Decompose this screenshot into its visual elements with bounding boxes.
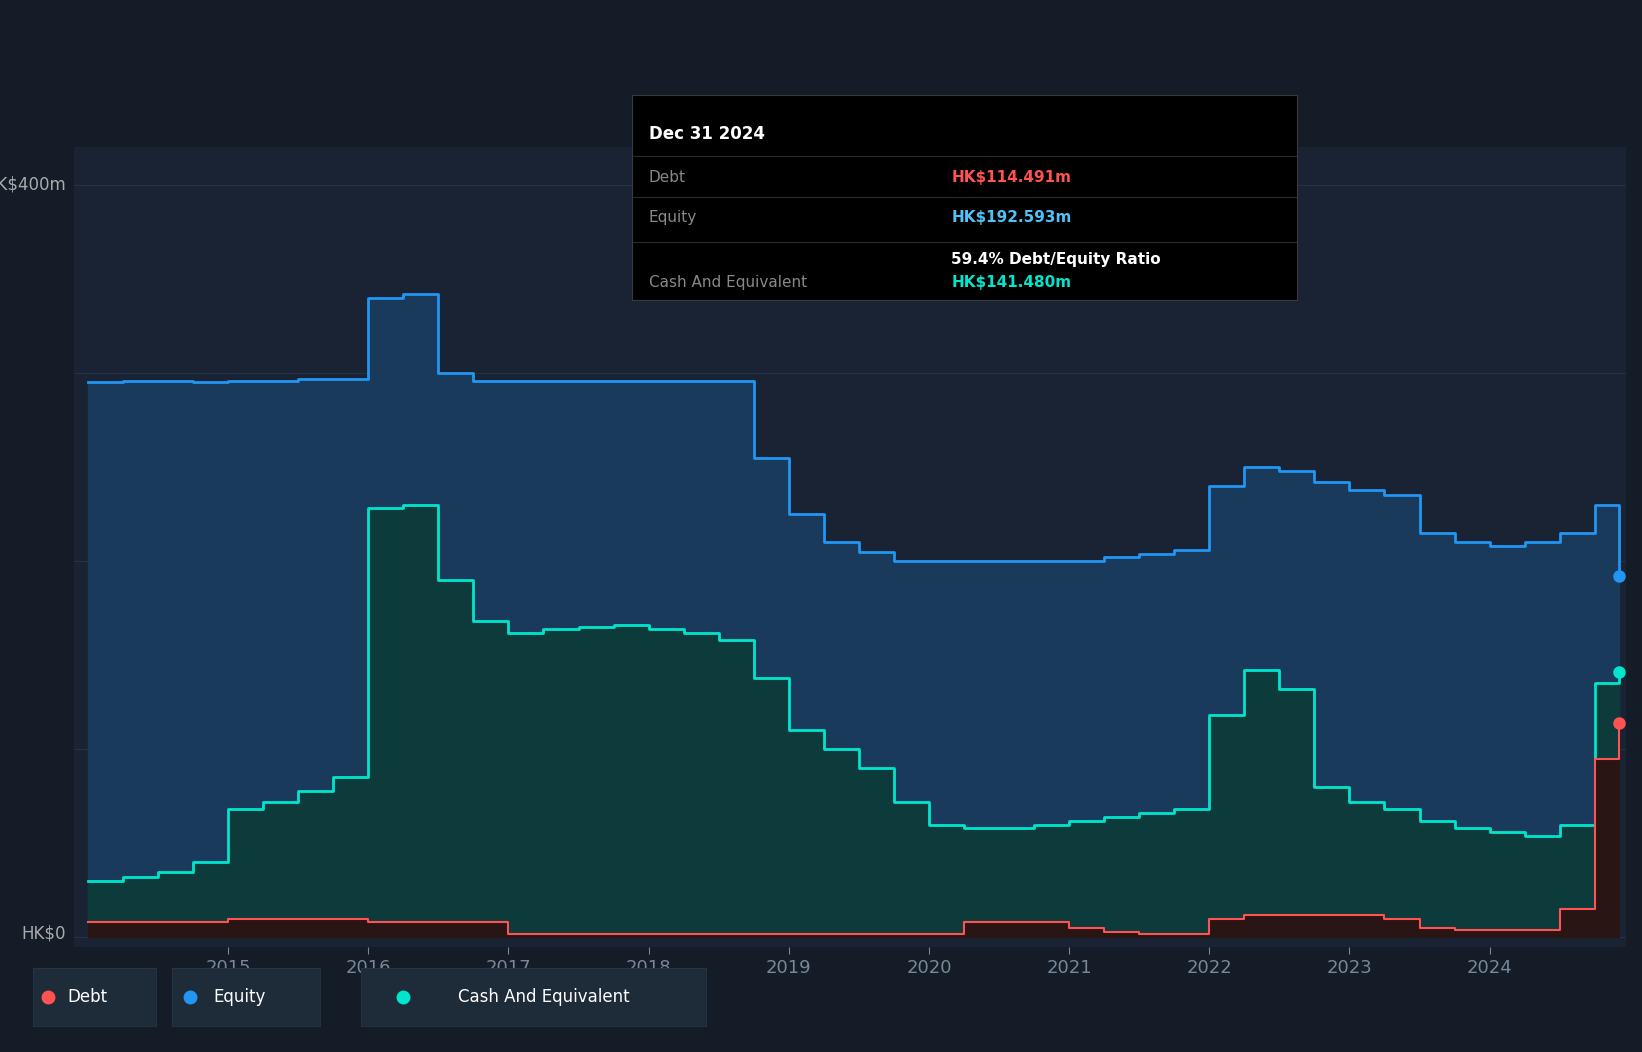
Text: 59.4% Debt/Equity Ratio: 59.4% Debt/Equity Ratio — [951, 252, 1161, 267]
Text: HK$141.480m: HK$141.480m — [951, 275, 1072, 290]
Text: Cash And Equivalent: Cash And Equivalent — [458, 988, 629, 1006]
Text: Debt: Debt — [649, 170, 686, 185]
Text: Debt: Debt — [67, 988, 107, 1006]
Text: HK$400m: HK$400m — [0, 176, 66, 194]
Text: Dec 31 2024: Dec 31 2024 — [649, 125, 765, 143]
Text: Equity: Equity — [213, 988, 266, 1006]
Text: Cash And Equivalent: Cash And Equivalent — [649, 275, 806, 290]
Text: HK$114.491m: HK$114.491m — [951, 170, 1071, 185]
Text: Equity: Equity — [649, 210, 698, 225]
Text: HK$192.593m: HK$192.593m — [951, 210, 1072, 225]
Text: HK$0: HK$0 — [21, 925, 66, 943]
